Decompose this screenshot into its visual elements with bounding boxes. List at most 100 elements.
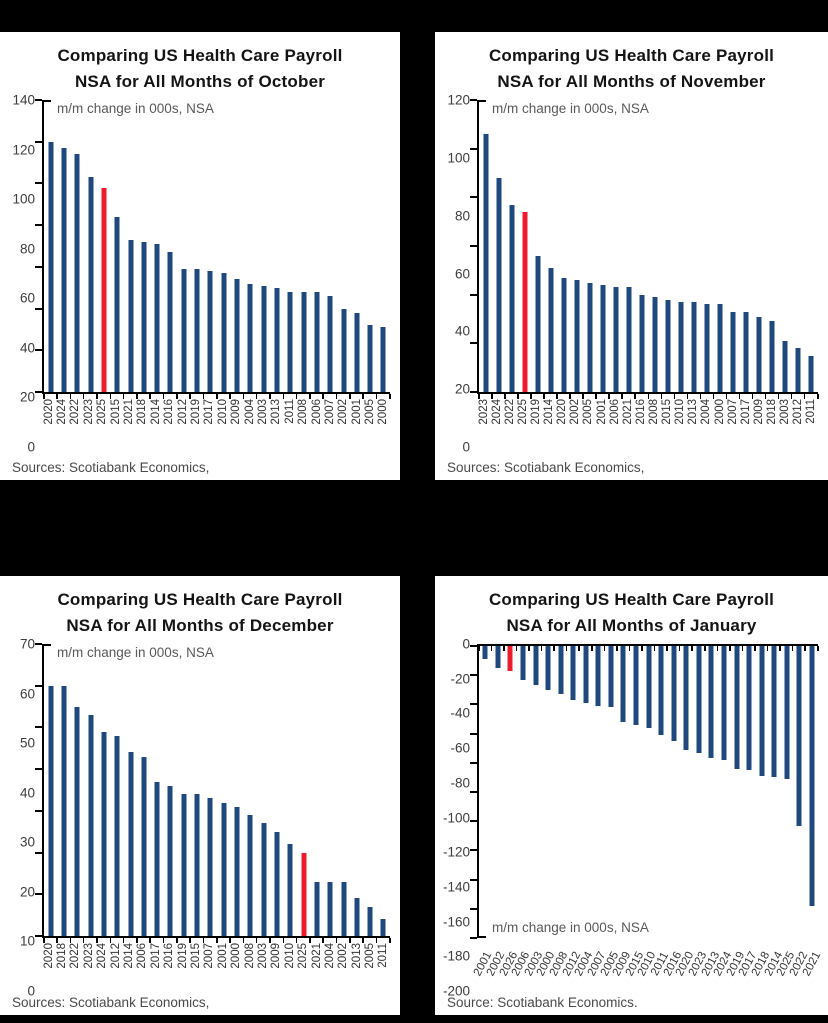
- chart-panel-november: Comparing US Health Care Payroll NSA for …: [435, 32, 828, 480]
- bar-2003: [261, 823, 267, 936]
- x-tick-label: 2014: [123, 943, 136, 969]
- bar-2003: [533, 646, 539, 686]
- y-tick-label: -100: [442, 810, 470, 825]
- x-tick-mark: [389, 394, 391, 399]
- x-tick-mark: [349, 938, 351, 943]
- x-label-cell: 2021: [800, 941, 823, 991]
- x-label-cell: 2004: [700, 397, 713, 447]
- x-tick-mark: [490, 646, 493, 651]
- x-label-cell: 2005: [363, 397, 376, 447]
- plot-area: m/m change in 000s, NSA: [470, 644, 819, 939]
- x-tick-label: 2009: [270, 943, 283, 969]
- bar-2007: [207, 798, 213, 936]
- bar-2010: [646, 646, 652, 728]
- y-tick-mark: [470, 761, 477, 764]
- bar-cell: [151, 644, 164, 936]
- x-tick-mark: [149, 394, 151, 399]
- x-tick-mark: [282, 938, 285, 943]
- x-tick-mark: [503, 646, 505, 651]
- y-tick-mark: [35, 935, 42, 937]
- bar-cell: [617, 646, 630, 938]
- x-tick-label: 2020: [556, 399, 569, 425]
- x-label-cell: 2000: [713, 397, 726, 447]
- y-tick-label: -140: [442, 879, 470, 895]
- bar-cell: [680, 646, 693, 938]
- x-tick-mark: [817, 646, 819, 651]
- bar-2025: [522, 211, 528, 392]
- x-label-cell: 2010: [674, 397, 687, 447]
- x-label-cell: 2024: [96, 941, 109, 991]
- x-tick-label: 2009: [230, 399, 243, 425]
- x-tick-mark: [691, 646, 693, 651]
- bar-chart-october: 140 120 100 80 60 40 20 0 m/m change in 000s, N…: [2, 93, 391, 455]
- y-tick-mark: [35, 391, 42, 393]
- y-tick-mark: [470, 820, 477, 823]
- bar-2002: [341, 308, 347, 392]
- x-tick-label: 2000: [377, 399, 390, 425]
- bar-cell: [204, 644, 217, 936]
- chart-title: Comparing US Health Care Payroll NSA for …: [441, 587, 822, 638]
- x-tick-label: 2014: [543, 399, 556, 425]
- x-tick-label: 2002: [569, 399, 582, 425]
- x-tick-mark: [149, 938, 151, 943]
- bar-cell: [97, 100, 110, 392]
- x-label-cell: 2018: [136, 397, 149, 447]
- x-tick-mark: [569, 394, 571, 399]
- x-tick-mark: [641, 646, 643, 651]
- bar-2002: [495, 646, 501, 668]
- bar-cell: [44, 644, 57, 936]
- x-label-cell: 2018: [765, 397, 778, 447]
- bar-2014: [771, 646, 777, 778]
- x-tick-mark: [660, 394, 663, 399]
- x-tick-mark: [349, 394, 351, 399]
- x-tick-mark: [189, 938, 191, 943]
- x-label-cell: 2009: [229, 397, 242, 447]
- plot-wrap: m/m change in 000s, NSA 2001 2002 2026 2006…: [470, 644, 823, 991]
- x-label-cell: 2021: [122, 397, 135, 447]
- x-label-cell: 2024: [55, 397, 68, 447]
- bar-2015: [633, 646, 639, 725]
- x-tick-label: 2019: [529, 399, 542, 425]
- bar-cell: [137, 644, 150, 936]
- bar-2021: [809, 646, 815, 906]
- x-tick-mark: [712, 394, 715, 399]
- x-label-cell: 2004: [243, 397, 256, 447]
- bar-2024: [101, 731, 107, 936]
- bar-chart-january: 0 -20 -40 -60 -80 -100 -120 -140 -160 -180 -200 m/…: [437, 637, 823, 999]
- x-tick-mark: [122, 394, 125, 399]
- x-tick-label: 2001: [216, 943, 229, 969]
- chart-title: Comparing US Health Care Payroll NSA for …: [6, 43, 394, 94]
- y-tick-label: 20: [454, 381, 470, 397]
- x-tick-label: 2022: [69, 399, 82, 425]
- y-tick-mark: [470, 99, 477, 101]
- bar-cell: [580, 646, 593, 938]
- x-tick-label: 2023: [82, 943, 95, 969]
- bar-2022: [796, 646, 802, 826]
- x-label-cell: 2001: [350, 397, 363, 447]
- bar-cell: [705, 646, 718, 938]
- x-tick-label: 2019: [176, 943, 189, 969]
- x-tick-label: 2021: [310, 943, 323, 969]
- bar-cell: [111, 644, 124, 936]
- bar-2019: [535, 255, 541, 392]
- bar-cell: [753, 100, 766, 392]
- y-tick-mark: [35, 768, 42, 771]
- x-tick-mark: [540, 646, 543, 651]
- y-tick-label: 60: [454, 266, 470, 281]
- x-tick-mark: [616, 646, 618, 651]
- x-label-cell: 2000: [377, 397, 390, 447]
- x-tick-label: 2006: [136, 943, 149, 969]
- bar-2023: [88, 714, 94, 936]
- bar-2018: [61, 685, 67, 936]
- bar-2006: [141, 756, 147, 936]
- x-label-cell: 2017: [739, 397, 752, 447]
- y-tick-mark: [470, 703, 477, 706]
- x-tick-label: 2011: [377, 943, 390, 968]
- bar-cell: [190, 644, 203, 936]
- bar-cell: [57, 644, 70, 936]
- bar-cell: [71, 100, 84, 392]
- x-tick-label: 2004: [243, 399, 256, 425]
- x-tick-mark: [96, 938, 98, 943]
- bar-cell: [164, 644, 177, 936]
